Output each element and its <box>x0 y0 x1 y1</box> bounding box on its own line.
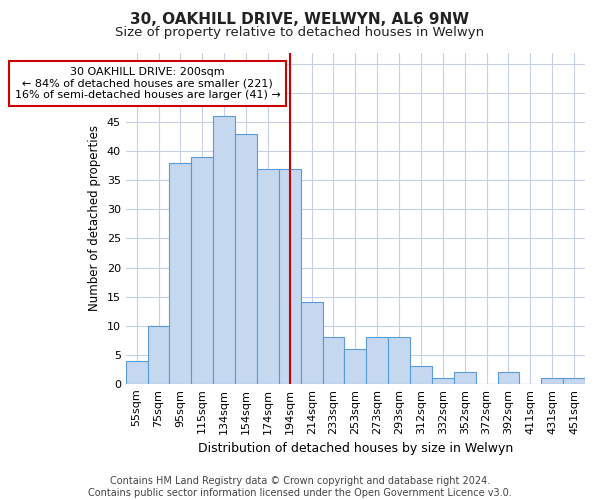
Bar <box>235 134 257 384</box>
Bar <box>301 302 323 384</box>
Bar <box>497 372 520 384</box>
Text: 30 OAKHILL DRIVE: 200sqm
← 84% of detached houses are smaller (221)
16% of semi-: 30 OAKHILL DRIVE: 200sqm ← 84% of detach… <box>15 67 280 100</box>
Bar <box>344 349 367 384</box>
Bar <box>367 338 388 384</box>
Bar <box>169 163 191 384</box>
Bar <box>126 360 148 384</box>
Bar <box>213 116 235 384</box>
Bar <box>388 338 410 384</box>
Text: 30, OAKHILL DRIVE, WELWYN, AL6 9NW: 30, OAKHILL DRIVE, WELWYN, AL6 9NW <box>130 12 470 28</box>
Bar <box>454 372 476 384</box>
Bar <box>541 378 563 384</box>
X-axis label: Distribution of detached houses by size in Welwyn: Distribution of detached houses by size … <box>198 442 513 455</box>
Bar <box>257 168 279 384</box>
Bar <box>279 168 301 384</box>
Bar <box>191 157 213 384</box>
Bar <box>323 338 344 384</box>
Y-axis label: Number of detached properties: Number of detached properties <box>88 125 101 311</box>
Text: Size of property relative to detached houses in Welwyn: Size of property relative to detached ho… <box>115 26 485 39</box>
Bar <box>432 378 454 384</box>
Bar <box>148 326 169 384</box>
Bar <box>410 366 432 384</box>
Bar <box>563 378 585 384</box>
Text: Contains HM Land Registry data © Crown copyright and database right 2024.
Contai: Contains HM Land Registry data © Crown c… <box>88 476 512 498</box>
